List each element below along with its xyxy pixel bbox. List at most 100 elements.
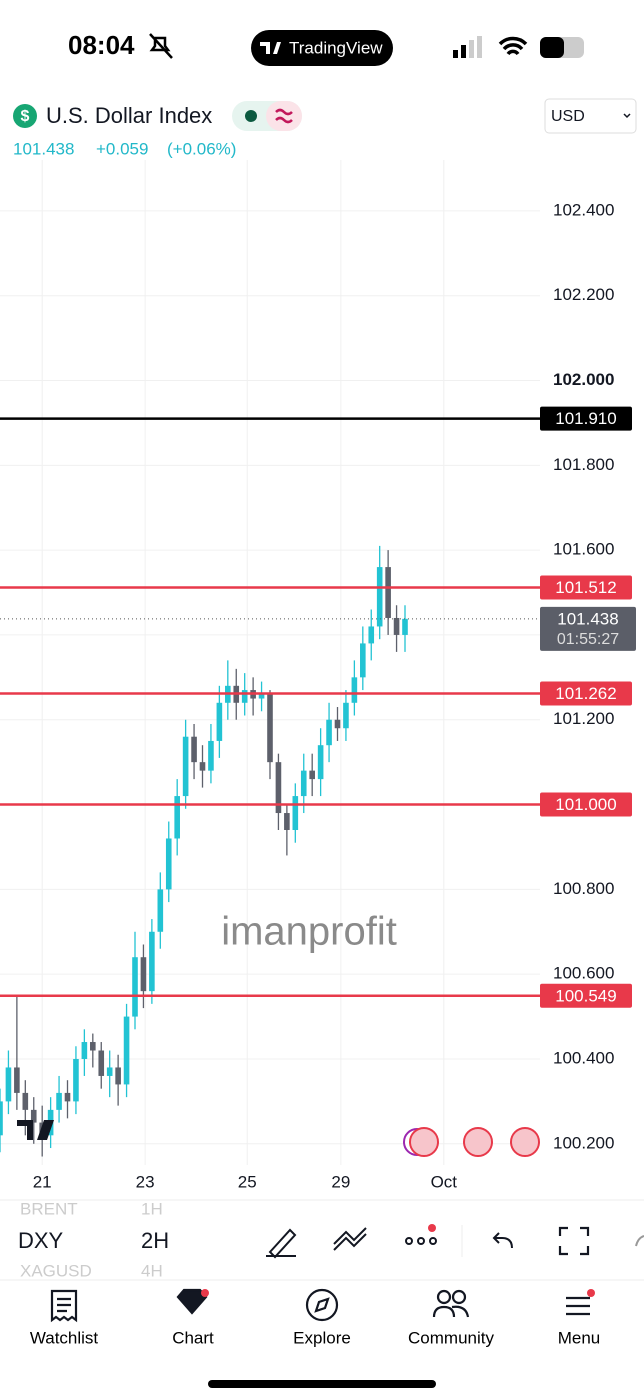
x-tick-label: 25 (238, 1172, 257, 1191)
indicators-tool[interactable] (333, 1227, 367, 1251)
y-tick-label: 101.600 (553, 540, 614, 559)
more-tool[interactable] (405, 1224, 437, 1245)
level-label-bg (540, 681, 632, 706)
level-label: 101.000 (555, 795, 616, 814)
symbol[interactable]: DXY (18, 1228, 64, 1253)
event-flags (403, 1127, 540, 1157)
x-tick-label: 21 (33, 1172, 52, 1191)
candle-body (334, 719, 341, 729)
candle-body (376, 567, 383, 627)
symbol-icon (13, 104, 37, 128)
candle-body (216, 702, 223, 741)
prev-interval: 1H (141, 1199, 163, 1218)
nav-explore[interactable]: Explore (293, 1328, 351, 1347)
candle-body (106, 1067, 113, 1076)
candle-body (157, 889, 164, 932)
candle-body (149, 931, 155, 992)
next-interval: 4H (141, 1261, 163, 1280)
change: +0.059 (96, 139, 148, 158)
x-tick-label: 29 (331, 1172, 350, 1191)
undo[interactable] (492, 1232, 513, 1249)
clock: 08:04 (68, 30, 135, 60)
candle-body (284, 813, 290, 830)
draw-tool[interactable] (266, 1228, 297, 1259)
level-label: 100.549 (555, 986, 616, 1005)
chart: 21 23 25 29 Oct 100.200 100.400 100.600 100.800 1… (0, 160, 636, 1191)
candle-body (208, 740, 214, 771)
candle-body (30, 1109, 37, 1123)
y-tick-label: 100.400 (553, 1048, 614, 1067)
status-pill-right (266, 101, 302, 131)
level-label: 101.512 (555, 578, 616, 597)
tv-logo (260, 42, 281, 54)
candle-body (14, 1067, 20, 1093)
y-tick-label: 102.200 (553, 285, 614, 304)
y-tick-label: 102.000 (553, 370, 614, 389)
app-pill (251, 30, 393, 66)
symbol-icon-text: $ (21, 108, 30, 125)
y-tick-label: 102.400 (553, 200, 614, 219)
candle-body (90, 1042, 96, 1051)
symbol-name: U.S. Dollar Index (46, 103, 212, 128)
scroll-hint (635, 1235, 644, 1247)
level-label: 101.262 (555, 684, 616, 703)
candle-body (317, 745, 324, 780)
candle-body (182, 736, 189, 797)
candle-body (368, 626, 375, 644)
candle-body (258, 694, 265, 699)
battery-level (540, 37, 564, 58)
y-tick-label: 100.200 (553, 1133, 614, 1152)
fullscreen[interactable] (558, 1226, 590, 1256)
price: 101.438 (13, 139, 74, 158)
level-label-bg (540, 983, 632, 1008)
signal-icon (453, 36, 482, 58)
candle-body (115, 1067, 121, 1085)
candle-body (98, 1050, 105, 1076)
chevron (623, 113, 631, 119)
y-tick-label: 101.800 (553, 455, 614, 474)
y-tick-label: 100.600 (553, 964, 614, 983)
home-indicator (208, 1380, 436, 1388)
y-tick-label: 100.800 (553, 879, 614, 898)
candle-body (56, 1092, 62, 1110)
candle-body (402, 618, 408, 635)
candle-body (199, 762, 206, 771)
candle-body (343, 702, 349, 729)
candle-body (267, 694, 273, 763)
level-label-bg (540, 792, 632, 817)
candle-body (5, 1067, 12, 1102)
x-tick-label: 23 (136, 1172, 155, 1191)
candle-body (191, 736, 197, 763)
level-label-bg (540, 575, 632, 600)
nav-community[interactable]: Community (408, 1328, 494, 1347)
interval[interactable]: 2H (141, 1228, 169, 1253)
prev-symbol: BRENT (20, 1199, 78, 1218)
candle-body (64, 1092, 71, 1102)
candle-body (393, 617, 400, 635)
next-symbol: XAGUSD (20, 1261, 92, 1280)
chart-logo (17, 1120, 54, 1140)
nav-menu[interactable]: Menu (558, 1328, 601, 1347)
level-label: 101.910 (555, 409, 616, 428)
nav-chart[interactable]: Chart (172, 1328, 214, 1347)
candle-body (300, 770, 307, 797)
candle-body (385, 567, 391, 618)
current-price-bg (540, 606, 636, 651)
currency-select[interactable] (544, 98, 637, 134)
currency[interactable]: USD (551, 108, 585, 125)
market-dot (245, 110, 257, 122)
delay-icon (275, 108, 293, 124)
candle-body (165, 838, 172, 890)
app-name: TradingView (289, 38, 383, 57)
candle-body (360, 643, 366, 678)
candle-body (292, 796, 299, 830)
watermark: imanprofit (221, 910, 397, 954)
candle-body (275, 762, 282, 814)
candle-body (123, 1016, 130, 1085)
x-tick-label: Oct (431, 1172, 458, 1191)
candle-body (132, 957, 138, 1017)
nav-watchlist[interactable]: Watchlist (30, 1328, 99, 1347)
candle-body (140, 957, 147, 992)
candle-body (73, 1058, 79, 1102)
